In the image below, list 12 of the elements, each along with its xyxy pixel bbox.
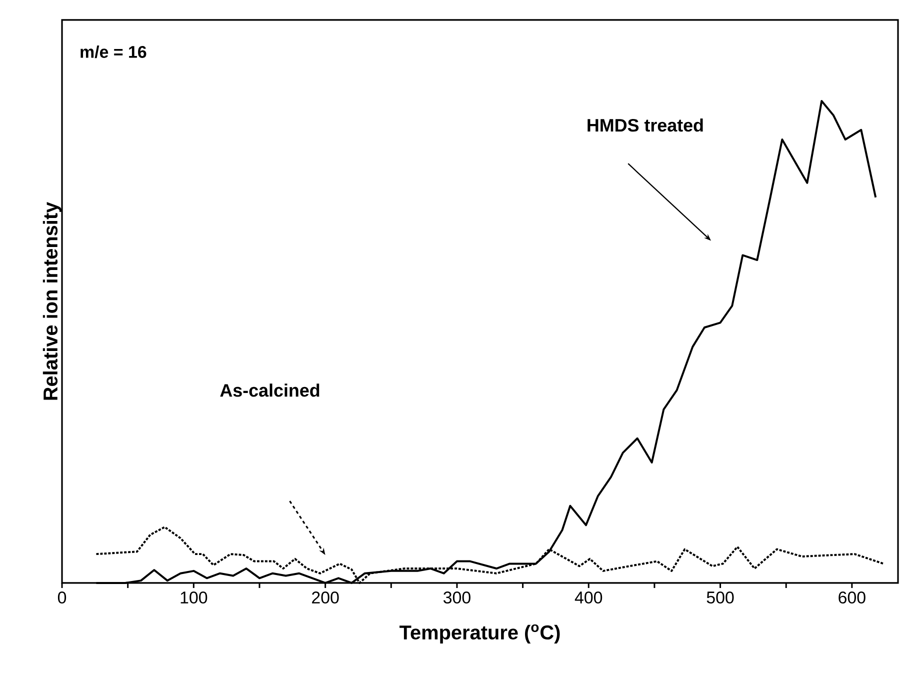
x-tick-label: 500 [706, 592, 734, 604]
x-tick-label: 200 [312, 592, 339, 604]
x-tick-label: 400 [574, 592, 602, 604]
x-tick-label: 0 [58, 592, 66, 604]
annotation: HMDS treated [588, 118, 703, 132]
x-tick-label: 600 [838, 592, 866, 604]
x-tick-label: 100 [180, 592, 208, 604]
text: m/e = 16 [80, 46, 146, 58]
annotation: As-calcined [220, 384, 320, 397]
x-axis-title: Temperature ($^{o}$C) [400, 624, 560, 644]
y-axis-title: Relative ion intensity [42, 202, 62, 400]
x-tick-label: 300 [443, 592, 470, 604]
